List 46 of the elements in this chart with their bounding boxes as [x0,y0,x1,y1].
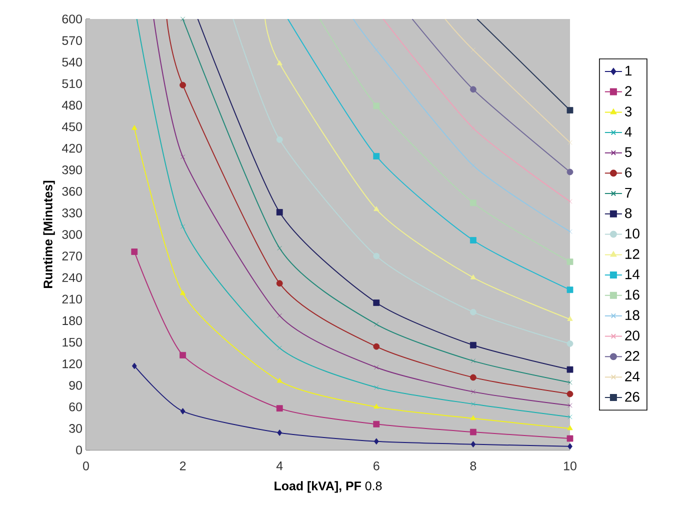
y-tick-label: 120 [62,359,82,368]
legend-label: 8 [625,208,632,218]
x-tick-label: 10 [564,462,576,470]
y-tick-label: 60 [69,402,82,412]
y-tick-label: 150 [62,338,82,347]
y-tick-label: 270 [62,252,82,260]
legend-label: 2 [625,86,632,96]
legend-label: 18 [626,310,640,320]
y-tick-label: 0 [76,446,82,454]
legend-label: 12 [626,249,640,259]
y-tick-label: 30 [69,424,82,433]
y-tick-label: 360 [62,186,82,196]
y-tick-label: 210 [62,294,82,304]
y-tick-label: 180 [62,316,82,326]
legend-label: 22 [625,351,640,361]
x-tick-label: 2 [180,462,186,470]
y-tick-label: 480 [62,100,82,110]
legend-label: 5 [625,147,632,158]
legend-label: 6 [625,168,632,178]
y-tick-label: 570 [62,36,82,45]
y-tick-label: 600 [62,14,82,24]
legend-label: 14 [626,270,640,280]
legend-label: 4 [624,127,632,137]
x-tick-label: 0 [83,462,89,470]
legend-label: 24 [625,371,640,382]
legend-label: 1 [626,66,632,76]
legend-label: 26 [625,392,640,402]
x-tick-label: 8 [470,462,476,470]
y-axis-title: Runtime [Minutes] [43,180,55,288]
y-tick-label: 330 [62,208,82,218]
y-tick-label: 90 [69,380,82,390]
y-tick-label: 300 [62,230,82,239]
y-tick-label: 420 [62,144,82,153]
legend-label: 20 [625,330,640,340]
x-tick-label: 4 [276,462,283,470]
y-tick-label: 510 [62,79,82,88]
legend-label: 3 [624,106,632,116]
y-tick-label: 240 [62,273,82,282]
legend-label: 7 [625,188,632,198]
y-tick-label: 540 [62,58,82,67]
x-axis-title: Load [kVA], PF 0.8 [274,481,382,493]
legend-label: 16 [626,290,640,300]
x-tick-label: 6 [374,462,380,470]
legend-label: 10 [626,228,640,239]
y-tick-label: 450 [62,122,82,132]
y-tick-label: 390 [62,165,82,174]
